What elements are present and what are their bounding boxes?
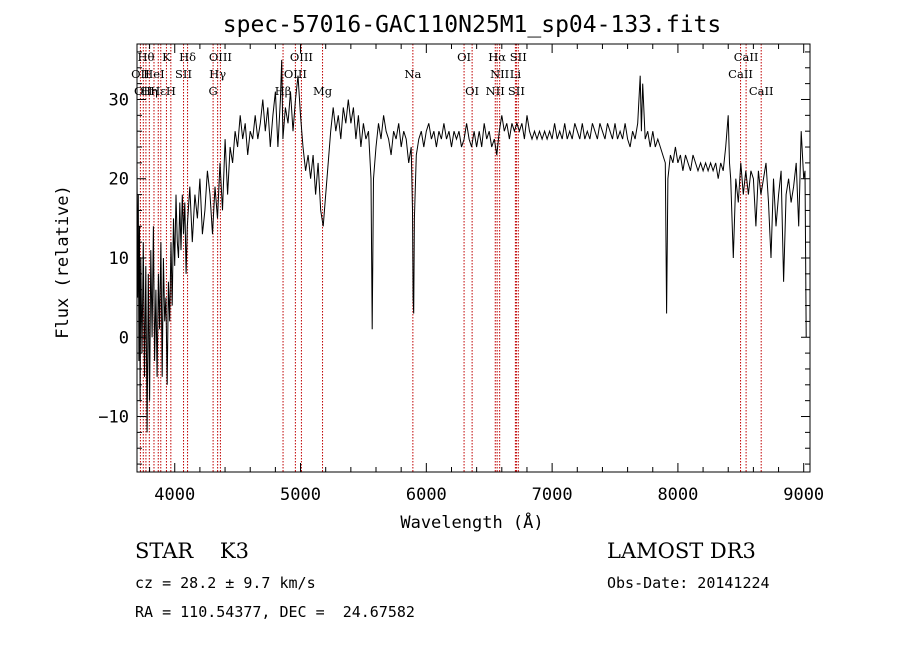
- y-tick-label: 10: [109, 249, 129, 269]
- line-label: OIII: [284, 67, 307, 81]
- line-label: HeI: [143, 67, 164, 81]
- line-label: Li: [510, 67, 522, 81]
- x-axis: 4000 5000 6000 7000 8000 9000: [149, 44, 824, 505]
- line-label: Hα: [488, 50, 506, 64]
- observation-date: Obs-Date: 20141224: [607, 574, 770, 592]
- line-label: Hγ: [209, 67, 226, 81]
- line-label: OII: [131, 67, 150, 81]
- x-tick-label: 7000: [532, 485, 573, 505]
- line-label: Na: [404, 67, 421, 81]
- line-label: NII: [486, 84, 505, 98]
- line-label: OII: [134, 84, 153, 98]
- line-label: CaII: [728, 67, 753, 81]
- x-axis-label: Wavelength (Å): [400, 511, 543, 533]
- y-tick-label: −10: [98, 408, 129, 428]
- y-axis: −10 0 10 20 30: [98, 51, 810, 465]
- line-label: Mg: [313, 84, 333, 98]
- spectral-line-markers: [139, 44, 762, 472]
- line-label: SII: [510, 50, 527, 64]
- line-label: OIII: [290, 50, 313, 64]
- line-label: Hε: [150, 84, 166, 98]
- line-label: Hβ: [275, 84, 292, 98]
- velocity-text: cz = 28.2 ± 9.7 km/s: [135, 574, 316, 592]
- chart-title: spec-57016-GAC110N25M1_sp04-133.fits: [223, 12, 722, 38]
- line-label: OI: [457, 50, 471, 64]
- coordinates-text: RA = 110.54377, DEC = 24.67582: [135, 603, 415, 621]
- line-label: OIII: [209, 50, 232, 64]
- line-label: CaII: [749, 84, 774, 98]
- line-label: Hθ: [137, 50, 154, 64]
- line-label: NII: [490, 67, 509, 81]
- line-label: Hη: [141, 84, 158, 98]
- y-tick-label: 20: [109, 170, 129, 190]
- y-tick-label: 0: [119, 328, 129, 348]
- x-tick-label: 4000: [154, 485, 195, 505]
- line-label: SII: [175, 67, 192, 81]
- line-label: SII: [508, 84, 525, 98]
- x-tick-label: 8000: [657, 485, 698, 505]
- line-label: OI: [465, 84, 479, 98]
- line-label: K: [162, 50, 171, 64]
- plot-frame: [136, 43, 811, 473]
- x-tick-label: 9000: [783, 485, 824, 505]
- line-label: H: [166, 84, 176, 98]
- classification-text: STAR K3: [135, 539, 249, 563]
- x-tick-label: 6000: [406, 485, 447, 505]
- line-label: G: [209, 84, 218, 98]
- line-label: Hδ: [179, 50, 196, 64]
- x-tick-label: 5000: [280, 485, 321, 505]
- line-label: CaII: [734, 50, 759, 64]
- survey-name: LAMOST DR3: [607, 539, 756, 563]
- y-axis-label: Flux (relative): [53, 185, 73, 339]
- y-tick-label: 30: [109, 90, 129, 110]
- spectrum-line: [136, 59, 807, 433]
